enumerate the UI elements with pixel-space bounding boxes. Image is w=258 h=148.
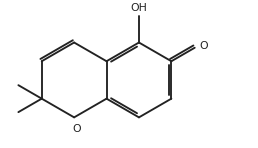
Text: OH: OH [131,3,147,13]
Text: O: O [72,124,81,134]
Text: O: O [200,41,208,51]
